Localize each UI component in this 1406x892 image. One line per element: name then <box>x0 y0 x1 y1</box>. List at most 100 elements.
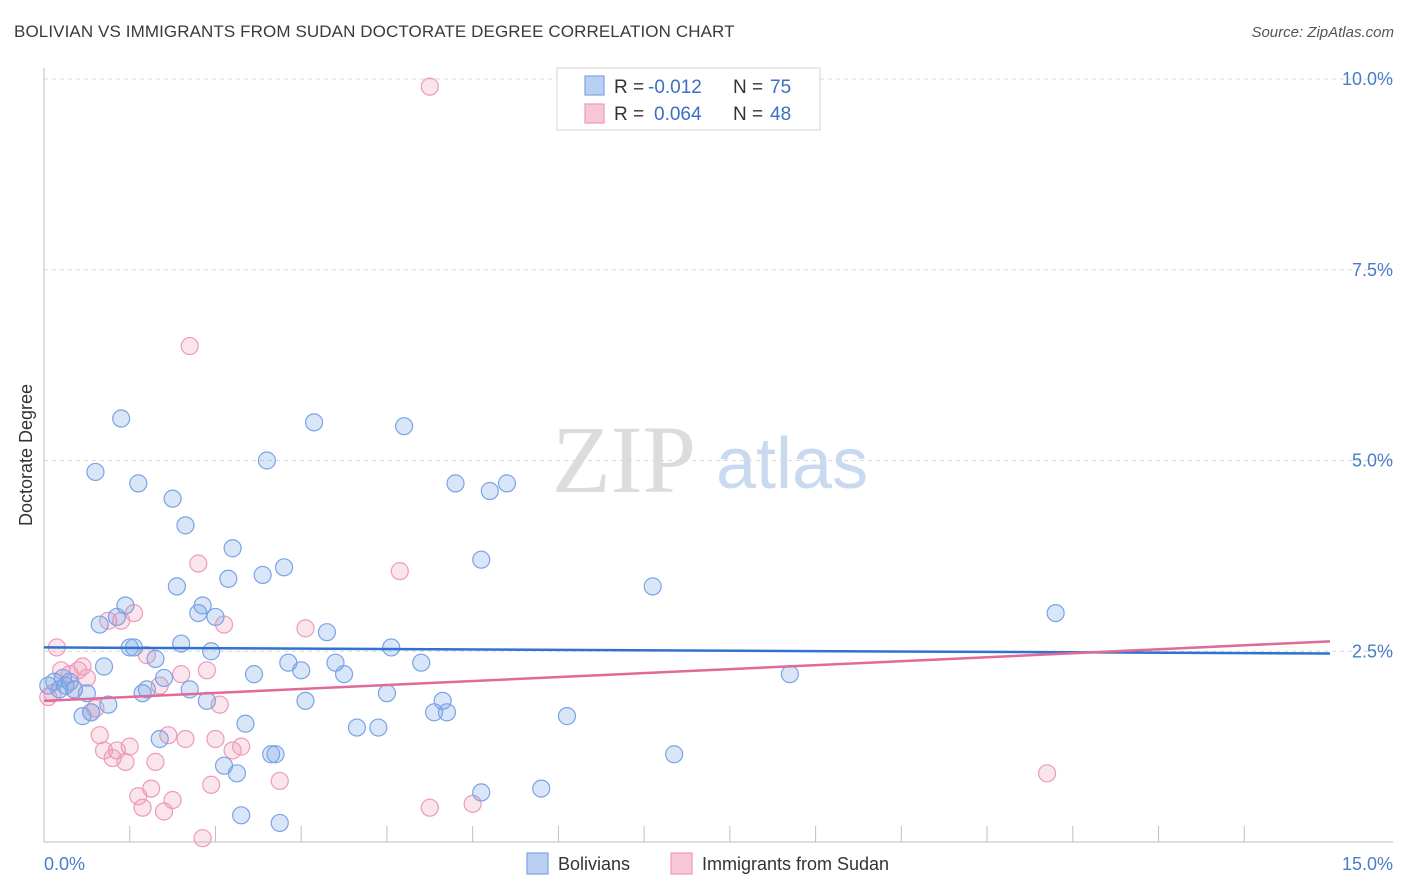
series-sudan-points <box>39 77 1057 848</box>
data-point <box>219 569 238 588</box>
data-point <box>206 607 225 627</box>
data-point <box>1037 764 1057 783</box>
series-bolivians-points <box>39 409 1065 833</box>
data-point <box>420 77 439 96</box>
bottom-legend-bolivians: Bolivians <box>558 854 630 874</box>
data-point <box>223 741 242 760</box>
trend-line-sudan <box>43 640 1331 703</box>
watermark-atlas: atlas <box>716 424 868 504</box>
data-point <box>172 665 191 684</box>
x-axis-ticks <box>129 826 1245 842</box>
data-point <box>317 623 337 642</box>
chart-title: BOLIVIAN VS IMMIGRANTS FROM SUDAN DOCTOR… <box>14 22 735 41</box>
data-point <box>304 413 324 432</box>
legend-r-value-pink: 0.064 <box>654 104 702 125</box>
watermark: ZIP atlas <box>552 406 868 513</box>
legend-n-value-pink: 48 <box>770 104 791 125</box>
data-point <box>1046 603 1065 623</box>
data-point <box>73 657 92 676</box>
data-point <box>163 489 182 508</box>
x-tick-label-max: 15.0% <box>1342 854 1393 874</box>
data-point <box>394 417 414 436</box>
data-point <box>206 729 225 749</box>
data-point <box>189 554 208 573</box>
y-tick-label: 10.0% <box>1342 69 1393 89</box>
data-point <box>253 565 272 585</box>
data-point <box>77 668 96 688</box>
legend-swatch-pink <box>584 103 605 124</box>
y-tick-label: 2.5% <box>1352 641 1393 661</box>
data-point <box>176 516 195 535</box>
legend-r-value-blue: -0.012 <box>648 77 702 98</box>
data-point <box>480 481 499 501</box>
legend-n-label-blue: N = <box>733 77 763 98</box>
data-point <box>420 798 439 817</box>
data-point <box>202 775 221 794</box>
y-axis-tick-labels: 2.5% 5.0% 7.5% 10.0% <box>1342 69 1393 661</box>
x-tick-label-min: 0.0% <box>44 854 85 874</box>
data-point <box>90 726 109 745</box>
data-point <box>270 771 289 791</box>
data-point <box>142 779 161 798</box>
data-point <box>274 558 294 577</box>
legend-swatch-blue <box>584 75 605 96</box>
data-point <box>665 745 684 764</box>
watermark-zip: ZIP <box>552 406 696 513</box>
data-point <box>292 661 311 680</box>
data-point <box>433 691 452 710</box>
data-point <box>73 707 92 726</box>
series-legend: Bolivians Immigrants from Sudan <box>526 852 889 875</box>
trend-lines <box>43 640 1331 703</box>
data-point <box>146 649 165 668</box>
data-point <box>232 806 251 825</box>
legend-r-label-blue: R = <box>614 77 644 98</box>
data-point <box>167 577 186 596</box>
data-point <box>94 657 114 676</box>
data-point <box>262 745 281 764</box>
y-tick-label: 7.5% <box>1352 260 1393 280</box>
data-point <box>150 729 169 749</box>
data-point <box>472 550 491 569</box>
correlation-legend: R = -0.012 N = 75 R = 0.064 N = 48 <box>556 67 821 131</box>
data-point <box>232 737 251 756</box>
data-point <box>172 634 191 653</box>
bottom-legend-sudan: Immigrants from Sudan <box>702 854 889 874</box>
data-point <box>90 615 109 634</box>
data-point <box>193 596 212 615</box>
data-point <box>266 745 285 764</box>
data-point <box>780 665 799 684</box>
source-label: Source: ZipAtlas.com <box>1251 24 1394 41</box>
data-point <box>390 562 409 581</box>
data-point <box>197 661 216 680</box>
data-point <box>86 462 105 482</box>
data-point <box>133 798 152 817</box>
data-point <box>296 619 315 638</box>
data-point <box>377 684 397 703</box>
data-point <box>197 691 216 710</box>
data-point <box>193 829 212 848</box>
data-point <box>497 474 517 493</box>
data-point <box>557 707 577 726</box>
data-point <box>227 764 246 783</box>
data-point <box>270 813 289 833</box>
gridlines <box>44 78 1393 652</box>
y-axis-label: Doctorate Degree <box>16 384 36 526</box>
y-tick-label: 5.0% <box>1352 451 1393 471</box>
data-point <box>137 680 156 699</box>
data-point <box>446 474 465 493</box>
data-point <box>472 783 491 802</box>
data-point <box>120 737 139 756</box>
data-point <box>99 695 118 714</box>
data-point <box>334 665 354 684</box>
legend-r-label-pink: R = <box>614 104 644 125</box>
data-point <box>163 790 182 810</box>
data-point <box>382 638 401 657</box>
data-point <box>244 665 264 684</box>
data-point <box>159 726 178 745</box>
data-point <box>223 539 242 558</box>
data-point <box>82 703 101 722</box>
data-point <box>180 336 199 356</box>
data-point <box>116 596 135 615</box>
data-point <box>112 409 131 428</box>
